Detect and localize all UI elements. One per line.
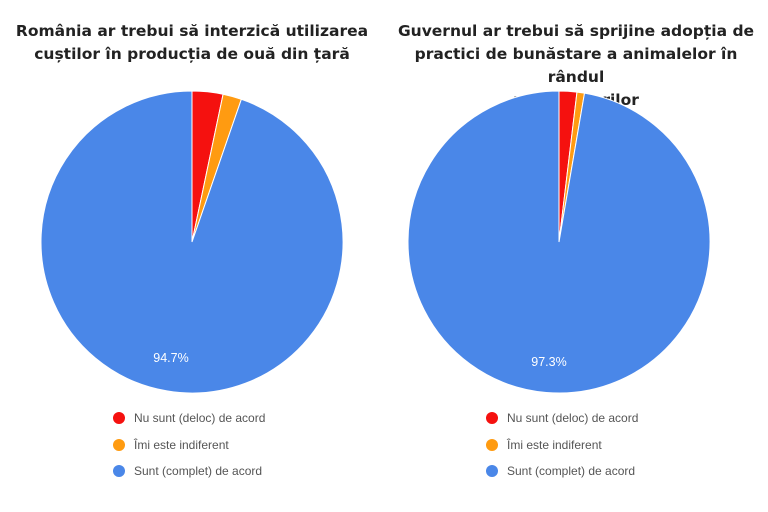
legend-swatch-blue bbox=[486, 465, 498, 478]
legend-item-agree[interactable]: Sunt (complet) de acord bbox=[113, 458, 265, 485]
legend-swatch-blue bbox=[113, 465, 125, 478]
pie-chart-welfare: Guvernul ar trebui să sprijine adopția d… bbox=[384, 0, 768, 512]
chart-title-line: practici de bunăstare a animalelor în râ… bbox=[414, 45, 738, 86]
legend-item-indifferent[interactable]: Îmi este indiferent bbox=[113, 432, 265, 459]
legend-label: Nu sunt (deloc) de acord bbox=[507, 411, 639, 426]
pie-svg: 97.3% bbox=[407, 90, 711, 394]
legend-label: Sunt (complet) de acord bbox=[134, 464, 263, 479]
chart-title-line: cuștilor în producția de ouă din țară bbox=[34, 45, 350, 63]
pie-chart-cages: România ar trebui să interzică utilizare… bbox=[0, 20, 384, 485]
legend-label: Îmi este indiferent bbox=[507, 437, 602, 452]
legend-swatch-red bbox=[113, 412, 125, 425]
legend-label: Îmi este indiferent bbox=[134, 437, 229, 452]
legend-item-disagree[interactable]: Nu sunt (deloc) de acord bbox=[486, 405, 638, 432]
slice-agree[interactable] bbox=[407, 90, 711, 394]
chart-title-line: Guvernul ar trebui să sprijine adopția d… bbox=[397, 22, 755, 40]
legend-label: Nu sunt (deloc) de acord bbox=[134, 411, 266, 426]
pie-svg: 94.7% bbox=[40, 90, 344, 394]
slice-data-label: 94.7% bbox=[153, 351, 188, 365]
chart-title-line: România ar trebui să interzică utilizare… bbox=[15, 22, 369, 40]
legend: Nu sunt (deloc) de acord Îmi este indife… bbox=[113, 405, 265, 485]
legend-label: Sunt (complet) de acord bbox=[507, 464, 636, 479]
legend-swatch-orange bbox=[113, 438, 125, 451]
legend: Nu sunt (deloc) de acord Îmi este indife… bbox=[486, 405, 638, 485]
legend-item-indifferent[interactable]: Îmi este indiferent bbox=[486, 432, 638, 459]
slice-data-label: 97.3% bbox=[531, 355, 566, 369]
legend-item-agree[interactable]: Sunt (complet) de acord bbox=[486, 458, 638, 485]
slice-agree[interactable] bbox=[40, 90, 344, 394]
chart-title: România ar trebui să interzică utilizare… bbox=[0, 20, 384, 66]
legend-item-disagree[interactable]: Nu sunt (deloc) de acord bbox=[113, 405, 265, 432]
legend-swatch-red bbox=[486, 412, 498, 425]
legend-swatch-orange bbox=[486, 438, 498, 451]
